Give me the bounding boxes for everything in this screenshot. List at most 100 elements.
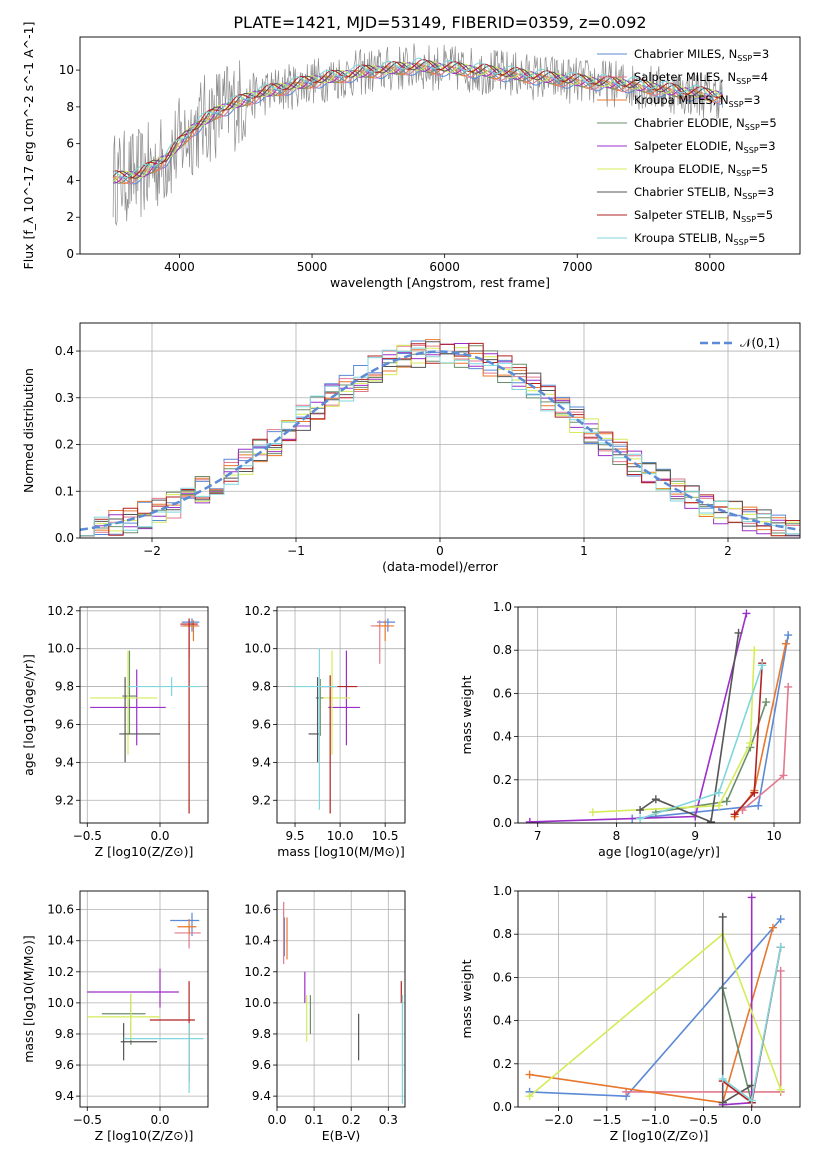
weight-marker-salpeter-miles [776, 966, 785, 975]
weight-marker-chabrier-miles [754, 801, 763, 810]
y-tick-label: 6 [66, 137, 74, 151]
y-tick-label: 4 [66, 173, 74, 187]
x-tick-label: 0 [436, 544, 444, 558]
model-line-chabrier-stelib [112, 60, 723, 179]
legend-label-salpeter-miles: Salpeter MILES, NSSP=4 [634, 70, 768, 86]
panel-weight-vs-Z: −2.0 −1.5 −1.0 −0.5 0.0 0.0 0.2 0.4 0.6 0.8 1.0 Z [… [459, 884, 801, 1143]
x-tick-label: 0.0 [742, 1113, 761, 1127]
panel-spectrum: 4000 5000 6000 7000 8000 0 2 4 6 8 10 wavelength [A… [21, 22, 801, 290]
weight-line-kroupa-miles [529, 927, 774, 1104]
x-tick-label: 7000 [562, 260, 593, 274]
y-tick-label: 0.4 [493, 730, 512, 744]
weight-marker-kroupa-miles [525, 1070, 534, 1079]
panel-age-vs-Z: −0.5 0.0 9.2 9.4 9.6 9.8 10.0 10.2 Z [log10(Z/Z⊙… [21, 604, 209, 859]
weight-marker-kroupa-stelib [636, 814, 645, 823]
panel-residual-histogram: −2 −1 0 1 2 0.0 0.1 0.2 0.3 0.4 (data-model)/error… [21, 322, 801, 574]
panel-weight-vs-age: 7 8 9 10 0.0 0.2 0.4 0.6 0.8 1.0 age [log10(age/yr… [459, 600, 801, 859]
weight-marker-chabrier-miles [784, 631, 793, 640]
x-tick-label: 10 [766, 829, 781, 843]
weight-marker-kroupa-stelib [776, 943, 785, 952]
plot-area [112, 43, 723, 227]
figure-title: PLATE=1421, MJD=53149, FIBERID=0359, z=0… [233, 13, 646, 32]
legend-label-kroupa-elodie: Kroupa ELODIE, NSSP=5 [634, 162, 768, 178]
weight-marker-chabrier-stelib [651, 795, 660, 804]
y-tick-label: 10.0 [47, 642, 74, 656]
y-axis-label: mass weight [459, 959, 474, 1038]
x-tick-label: −0.5 [73, 829, 102, 843]
y-tick-label: 9.4 [55, 755, 74, 769]
x-tick-label: 7 [534, 829, 542, 843]
y-tick-label: 1.0 [493, 884, 512, 898]
y-tick-label: 10.2 [47, 965, 74, 979]
x-tick-label: −2 [143, 544, 161, 558]
weight-marker-salpeter-miles [784, 682, 793, 691]
x-tick-label: −1 [287, 544, 305, 558]
weight-marker-kroupa-stelib [714, 788, 723, 797]
y-tick-label: 10.0 [244, 996, 271, 1010]
x-tick-label: 6000 [429, 260, 460, 274]
weight-line-salpeter-stelib [734, 663, 763, 815]
y-tick-label: 0.0 [493, 816, 512, 830]
y-tick-label: 9.6 [55, 1058, 74, 1072]
y-axis-label: mass [log10(M/M⊙)] [21, 935, 36, 1063]
y-tick-label: 0.8 [493, 927, 512, 941]
weight-marker-kroupa-stelib [758, 661, 767, 670]
panel-age-vs-mass: 9.5 10.0 10.5 9.2 9.4 9.6 9.8 10.0 10.2 mass [log… [244, 604, 406, 859]
y-tick-label: 2 [66, 210, 74, 224]
weight-marker-kroupa-miles [781, 639, 790, 648]
y-axis-label: age [log10(age/yr)] [21, 654, 36, 776]
y-tick-label: 9.8 [252, 1027, 271, 1041]
x-axis-label: Z [log10(Z/Z⊙)] [610, 1128, 709, 1143]
y-axis-label: Flux [f_λ 10^-17 erg cm^-2 s^-1 A^-1] [21, 22, 36, 270]
panel-mass-vs-Z: −0.5 0.0 9.4 9.6 9.8 10.0 10.2 10.4 10.6 Z [log10… [21, 890, 209, 1143]
y-axis-label: Normed distribution [21, 368, 36, 493]
plot-area [292, 618, 396, 814]
axes-frame [517, 890, 801, 1108]
y-tick-label: 0.0 [493, 1100, 512, 1114]
legend-label-normal: 𝒩(0,1) [740, 336, 780, 350]
x-tick-label: 1 [580, 544, 588, 558]
y-tick-label: 0.2 [55, 438, 74, 452]
histogram-kroupa-miles [80, 339, 800, 537]
model-line-kroupa-elodie [112, 61, 723, 182]
y-tick-label: 0.3 [55, 391, 74, 405]
x-axis-label: Z [log10(Z/Z⊙)] [95, 844, 194, 859]
weight-marker-salpeter-elodie [747, 893, 756, 902]
y-tick-label: 9.6 [252, 1058, 271, 1072]
weight-marker-kroupa-stelib [718, 1074, 727, 1083]
x-tick-label: −2.0 [544, 1113, 573, 1127]
y-tick-label: 10.6 [47, 903, 74, 917]
x-axis-label: mass [log10(M/M⊙)] [277, 844, 405, 859]
weight-marker-kroupa-elodie [714, 801, 723, 810]
weight-marker-salpeter-miles [779, 771, 788, 780]
y-tick-label: 9.2 [55, 793, 74, 807]
legend-label-chabrier-miles: Chabrier MILES, NSSP=3 [634, 47, 769, 63]
y-tick-label: 10.0 [47, 996, 74, 1010]
y-tick-label: 0.6 [493, 686, 512, 700]
x-axis-label: age [log10(age/yr)] [598, 844, 720, 859]
y-tick-label: 0.0 [55, 531, 74, 545]
x-tick-label: 9 [691, 829, 699, 843]
x-tick-label: 10.5 [372, 829, 399, 843]
normal-reference-curve [80, 350, 800, 532]
x-tick-label: 0.3 [379, 1113, 398, 1127]
y-tick-label: 10.2 [244, 604, 271, 618]
plot-area [90, 618, 201, 814]
axes-frame [517, 606, 801, 824]
legend-label-chabrier-stelib: Chabrier STELIB, NSSP=3 [634, 185, 774, 201]
y-axis-label: mass weight [459, 675, 474, 754]
weight-marker-chabrier-elodie [762, 698, 771, 707]
y-tick-label: 9.4 [55, 1089, 74, 1103]
x-axis-label: E(B-V) [322, 1128, 361, 1143]
y-tick-label: 9.2 [252, 793, 271, 807]
x-tick-label: −1.0 [641, 1113, 670, 1127]
weight-marker-chabrier-stelib [734, 628, 743, 637]
weight-marker-chabrier-stelib [636, 806, 645, 815]
legend-label-kroupa-stelib: Kroupa STELIB, NSSP=5 [634, 231, 765, 247]
axes-frame [79, 322, 801, 539]
weight-marker-chabrier-stelib [718, 1098, 727, 1107]
x-axis-label: (data-model)/error [382, 559, 499, 574]
y-tick-label: 9.6 [252, 717, 271, 731]
weight-marker-chabrier-elodie [722, 797, 731, 806]
